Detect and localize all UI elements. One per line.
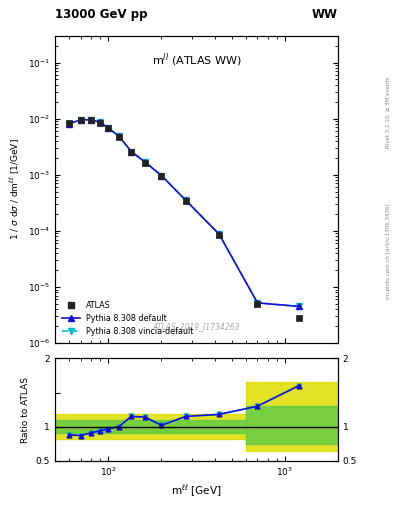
Text: 13000 GeV pp: 13000 GeV pp <box>55 8 147 21</box>
Y-axis label: Ratio to ATLAS: Ratio to ATLAS <box>21 377 30 442</box>
Text: ATLAS_2019_I1734263: ATLAS_2019_I1734263 <box>153 322 240 331</box>
Text: m$^{ll}$ (ATLAS WW): m$^{ll}$ (ATLAS WW) <box>152 51 241 69</box>
Text: mcplots.cern.ch [arXiv:1306.3436]: mcplots.cern.ch [arXiv:1306.3436] <box>386 203 391 298</box>
Text: WW: WW <box>312 8 338 21</box>
X-axis label: m$^{\ell\ell}$ [GeV]: m$^{\ell\ell}$ [GeV] <box>171 484 222 499</box>
Text: Rivet 3.1.10, ≥ 3M events: Rivet 3.1.10, ≥ 3M events <box>386 77 391 148</box>
Y-axis label: 1 / $\sigma$ d$\sigma$ / dm$^{\ell\ell}$ [1/GeV]: 1 / $\sigma$ d$\sigma$ / dm$^{\ell\ell}$… <box>9 139 22 240</box>
Legend: ATLAS, Pythia 8.308 default, Pythia 8.308 vincia-default: ATLAS, Pythia 8.308 default, Pythia 8.30… <box>59 297 197 339</box>
